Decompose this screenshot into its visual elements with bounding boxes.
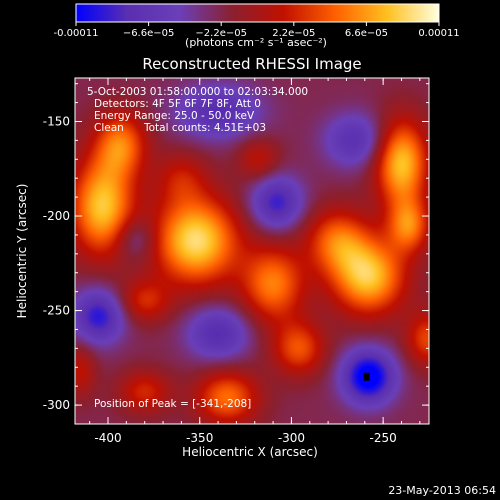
x-tick-label: -400 <box>94 431 121 445</box>
x-tick-label: -350 <box>186 431 213 445</box>
x-axis-label: Heliocentric X (arcsec) <box>182 445 318 459</box>
annotation-energy-range: Energy Range: 25.0 - 50.0 keV <box>94 110 255 122</box>
annotation-clean: Clean <box>94 122 124 134</box>
heatmap-image <box>75 78 429 424</box>
annotations: 5-Oct-2003 01:58:00.000 to 02:03:34.000 … <box>87 86 308 410</box>
x-axis: -400 -350 -300 -250 <box>89 78 421 445</box>
y-axis: -150 -200 -250 -300 <box>43 83 429 425</box>
colorbar-units-label: (photons cm⁻² s⁻¹ asec⁻²) <box>185 36 327 49</box>
heatmap-plot-area <box>75 78 429 424</box>
annotation-peak-position: Position of Peak = [-341,-208] <box>94 398 251 410</box>
colorbar-ticks: -0.00011 −6.6e−05 −2.2e−05 2.2e−05 6.6e−05 0.… <box>54 22 460 39</box>
peak-marker <box>363 372 370 381</box>
colorbar-tick-label: 0.00011 <box>418 28 459 39</box>
colorbar: -0.00011 −6.6e−05 −2.2e−05 2.2e−05 6.6e−05 0.… <box>54 3 460 49</box>
colorbar-tick-label: −2.2e−05 <box>195 28 247 39</box>
colorbar-tick-label: −6.6e−05 <box>123 28 175 39</box>
y-axis-label: Heliocentric Y (arcsec) <box>15 184 29 319</box>
colorbar-tick-label: 6.6e−05 <box>345 28 388 39</box>
chart-title: Reconstructed RHESSI Image <box>142 55 361 73</box>
x-tick-label: -250 <box>370 431 397 445</box>
y-tick-label: -300 <box>43 398 70 412</box>
colorbar-tick-label: 2.2e−05 <box>272 28 315 39</box>
y-tick-label: -150 <box>43 114 70 128</box>
footer-timestamp: 23-May-2013 06:54 <box>388 484 496 497</box>
colorbar-tick-label: -0.00011 <box>54 28 99 39</box>
peak-marker-square <box>363 372 370 381</box>
annotation-time-range: 5-Oct-2003 01:58:00.000 to 02:03:34.000 <box>87 86 308 98</box>
colorbar-gradient <box>75 3 440 23</box>
y-tick-label: -250 <box>43 304 70 318</box>
annotation-detectors: Detectors: 4F 5F 6F 7F 8F, Att 0 <box>94 98 261 110</box>
x-tick-label: -300 <box>278 431 305 445</box>
y-tick-label: -200 <box>43 209 70 223</box>
annotation-total-counts: Total counts: 4.51E+03 <box>143 122 266 134</box>
plot-frame <box>74 77 430 425</box>
